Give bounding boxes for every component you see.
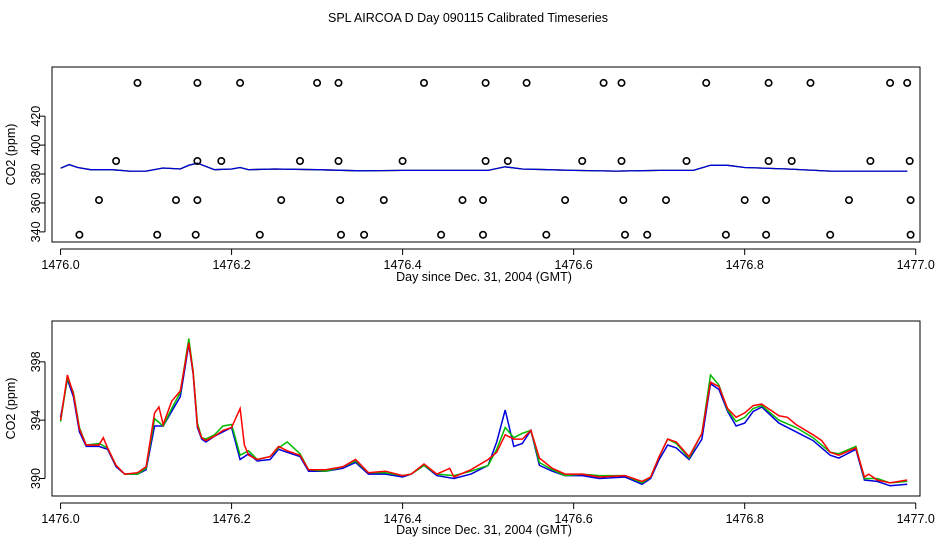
flag-marker [481, 78, 490, 87]
panel-bottom-co2-series: 1476.0 1476.2 1476.4 1476.6 1476.8 1477.0 390 3… [4, 320, 935, 537]
series-blue-line [59, 344, 908, 487]
flag-marker [193, 196, 202, 205]
flag-marker [661, 196, 670, 205]
flag-marker [336, 196, 345, 205]
flag-marker [133, 78, 142, 87]
x-tick-label: 1476.6 [555, 258, 593, 272]
flag-marker [906, 230, 915, 239]
flag-marker [599, 78, 608, 87]
flag-marker [236, 78, 245, 87]
flag-marker [826, 230, 835, 239]
flag-marker [277, 196, 286, 205]
flag-marker [172, 196, 181, 205]
flag-marker [334, 78, 343, 87]
flag-marker [217, 157, 226, 166]
y-tick-label: 394 [29, 410, 43, 431]
plot-frame [51, 320, 921, 497]
flag-marker [481, 157, 490, 166]
flag-marker [379, 196, 388, 205]
y-tick-label: 400 [29, 135, 43, 156]
flag-marker [458, 196, 467, 205]
y-tick-label: 390 [29, 468, 43, 489]
flag-marker [95, 196, 104, 205]
flag-marker [295, 157, 304, 166]
flag-marker [619, 196, 628, 205]
tick-labels: 1476.0 1476.2 1476.4 1476.6 1476.8 1477.0 340 3… [29, 106, 935, 272]
flag-marker [740, 196, 749, 205]
tick-labels: 1476.0 1476.2 1476.4 1476.6 1476.8 1477.0 390 3… [29, 351, 935, 526]
flag-marker [905, 157, 914, 166]
flag-marker [578, 157, 587, 166]
flag-marker [75, 230, 84, 239]
flag-marker [762, 196, 771, 205]
flag-marker [478, 230, 487, 239]
flag-marker [360, 230, 369, 239]
flag-marker [334, 157, 343, 166]
flag-marker [762, 230, 771, 239]
flag-marker [336, 230, 345, 239]
y-tick-label: 398 [29, 351, 43, 372]
flag-marker [193, 78, 202, 87]
flag-marker [112, 157, 121, 166]
x-tick-label: 1477.0 [897, 512, 935, 526]
x-tick-label: 1477.0 [897, 258, 935, 272]
flag-marker [419, 78, 428, 87]
y-axis-label: CO2 (ppm) [4, 378, 18, 440]
flag-marker [787, 157, 796, 166]
flag-marker [522, 78, 531, 87]
panel-top-co2-flags: 1476.0 1476.2 1476.4 1476.6 1476.8 1477.0 340 3… [4, 66, 935, 284]
flag-marker [503, 157, 512, 166]
x-tick-label: 1476.0 [41, 512, 79, 526]
x-axis-label: Day since Dec. 31, 2004 (GMT) [396, 270, 572, 284]
y-tick-label: 380 [29, 164, 43, 185]
flag-marker [903, 78, 912, 87]
series-red-line [59, 342, 908, 484]
figure-title: SPL AIRCOA D Day 090115 Calibrated Times… [328, 11, 608, 25]
y-tick-label: 420 [29, 106, 43, 127]
x-tick-label: 1476.8 [726, 258, 764, 272]
flag-marker [886, 78, 895, 87]
flag-marker [906, 196, 915, 205]
x-tick-label: 1476.6 [555, 512, 593, 526]
flag-marker [153, 230, 162, 239]
flag-marker [542, 230, 551, 239]
x-tick-label: 1476.2 [212, 512, 250, 526]
flag-marker [191, 230, 200, 239]
flag-marker [437, 230, 446, 239]
tick-marks [39, 115, 917, 255]
x-tick-label: 1476.4 [384, 258, 422, 272]
flag-marker [844, 196, 853, 205]
flag-marker [764, 157, 773, 166]
flag-marker [721, 230, 730, 239]
flag-marker [313, 78, 322, 87]
plot-area [59, 338, 908, 487]
x-tick-label: 1476.2 [212, 258, 250, 272]
plot-area [60, 78, 915, 239]
y-tick-label: 340 [29, 221, 43, 242]
flag-marker [702, 78, 711, 87]
x-tick-label: 1476.4 [384, 512, 422, 526]
flag-marker [617, 157, 626, 166]
flag-marker [398, 157, 407, 166]
y-axis-label: CO2 (ppm) [4, 124, 18, 186]
x-tick-label: 1476.0 [41, 258, 79, 272]
flag-marker [682, 157, 691, 166]
flag-marker [620, 230, 629, 239]
flag-marker [561, 196, 570, 205]
flag-marker [193, 157, 202, 166]
y-tick-label: 360 [29, 192, 43, 213]
flag-marker [764, 78, 773, 87]
flag-marker [806, 78, 815, 87]
tick-marks [39, 361, 917, 509]
flag-marker [255, 230, 264, 239]
flag-marker [617, 78, 626, 87]
flag-marker [478, 196, 487, 205]
x-axis-label: Day since Dec. 31, 2004 (GMT) [396, 523, 572, 537]
flag-marker [866, 157, 875, 166]
flag-marker [643, 230, 652, 239]
series-blue-line [60, 162, 908, 172]
x-tick-label: 1476.8 [726, 512, 764, 526]
plot-frame [51, 66, 921, 243]
